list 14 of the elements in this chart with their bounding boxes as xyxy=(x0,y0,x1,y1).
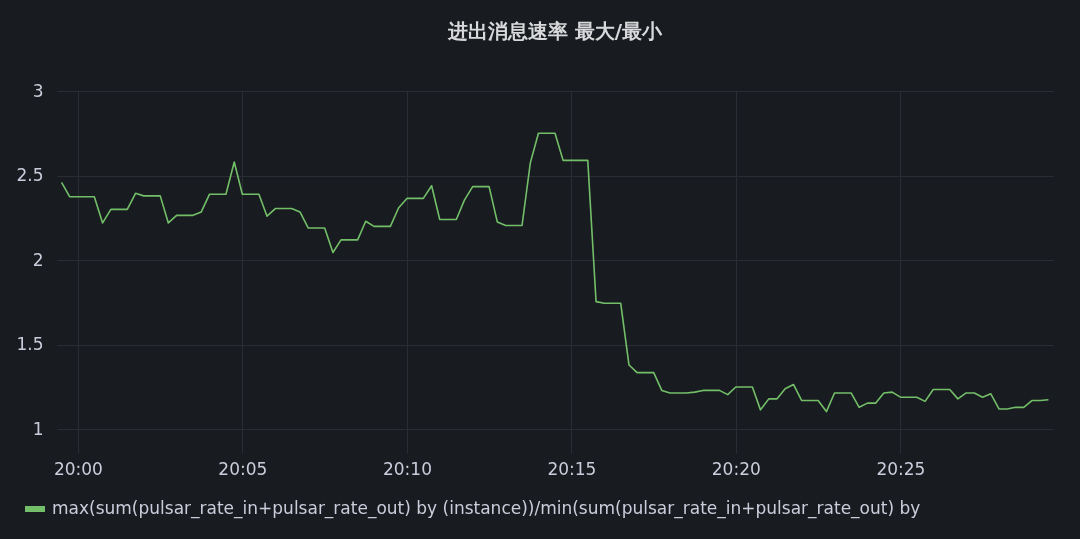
y-tick-label: 1.5 xyxy=(16,334,44,355)
y-tick-label: 3 xyxy=(32,80,44,101)
x-tick-label: 20:00 xyxy=(53,458,103,479)
x-tick-label: 20:25 xyxy=(876,458,926,479)
line-series xyxy=(60,132,1050,413)
y-tick-label: 2 xyxy=(32,249,44,270)
x-tick-label: 20:10 xyxy=(382,458,432,479)
legend-label: max(sum(pulsar_rate_in+pulsar_rate_out) by (instance))/min(sum(pulsar_rate_in+pulsar_rate_out) by xyxy=(52,498,921,519)
y-tick-label: 1 xyxy=(32,418,44,439)
y-tick-label: 2.5 xyxy=(16,165,44,186)
x-tick-label: 20:20 xyxy=(711,458,761,479)
chart-title: 进出消息速率 最大/最小 xyxy=(446,19,664,43)
x-tick-label: 20:05 xyxy=(218,458,268,479)
x-tick-label: 20:15 xyxy=(547,458,597,479)
